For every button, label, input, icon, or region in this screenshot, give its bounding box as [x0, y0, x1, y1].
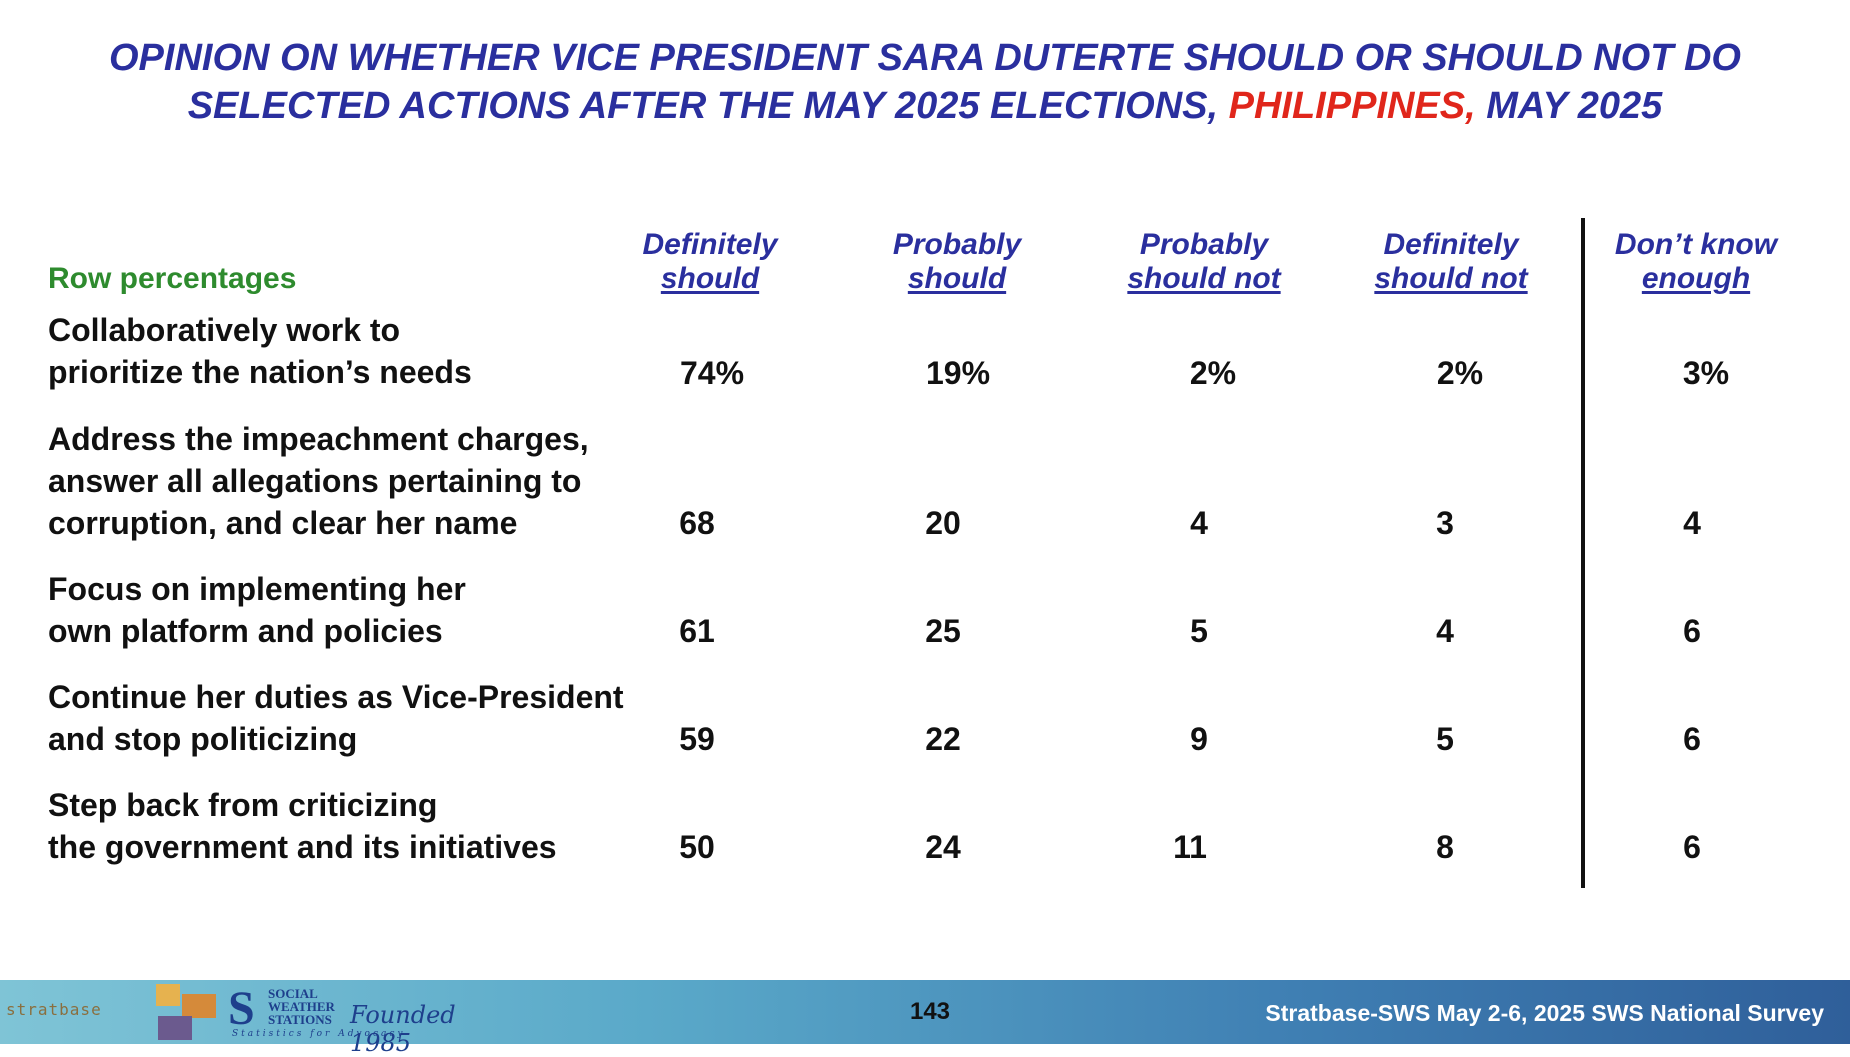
sws-logo: S SOCIAL WEATHER STATIONS Founded 1985 S… [228, 982, 468, 1057]
row-label-line: prioritize the nation’s needs [48, 354, 472, 390]
row-label: Focus on implementing her own platform a… [48, 568, 688, 652]
table-cell: 2% [1189, 355, 1237, 391]
table-cell: 25 [925, 613, 961, 649]
sws-tagline: Statistics for Advocacy [232, 1029, 406, 1039]
column-header-line2: should [660, 262, 760, 295]
table-cell: 6 [1683, 829, 1701, 865]
column-header-line2: should not [1127, 262, 1281, 295]
column-header-probably-should: Probably should [847, 228, 1067, 296]
table-cell: 3 [1436, 505, 1454, 541]
table-cell: 9 [1190, 721, 1208, 757]
column-header-line1: Probably [1139, 228, 1269, 261]
row-label: Collaboratively work to prioritize the n… [48, 309, 688, 393]
footer-bar: stratbase S SOCIAL WEATHER STATIONS Foun… [0, 980, 1850, 1057]
column-header-line1: Probably [892, 228, 1022, 261]
table-cell: 5 [1436, 721, 1454, 757]
stratbase-logo-text: stratbase [6, 1000, 102, 1019]
row-label-line: the government and its initiatives [48, 829, 557, 865]
title-line-2-start: SELECTED ACTIONS AFTER THE MAY 2025 ELEC… [187, 85, 1229, 127]
row-label-line: Focus on implementing her [48, 571, 466, 607]
table-cell: 11 [1173, 829, 1207, 865]
sws-founded-text: Founded 1985 [350, 1001, 456, 1057]
row-label-line: and stop politicizing [48, 721, 358, 757]
title-line-2-end: MAY 2025 [1475, 85, 1663, 127]
table-cell: 68 [679, 505, 715, 541]
row-label-line: Step back from criticizing [48, 787, 438, 823]
title-line-1: OPINION ON WHETHER VICE PRESIDENT SARA D… [109, 37, 1741, 79]
table-cell: 22 [925, 721, 961, 757]
column-header-dont-know-enough: Don’t know enough [1586, 228, 1806, 296]
row-label: Continue her duties as Vice-President an… [48, 676, 688, 760]
row-percentages-label: Row percentages [48, 262, 297, 295]
column-header-line1: Don’t know [1614, 228, 1778, 261]
row-label-line: own platform and policies [48, 613, 443, 649]
column-header-line1: Definitely [642, 228, 778, 261]
row-label: Step back from criticizing the governmen… [48, 784, 688, 868]
row-label-line: Address the impeachment charges, [48, 421, 589, 457]
table-cell: 59 [679, 721, 715, 757]
column-header-line2: enough [1641, 262, 1751, 295]
row-label-line: answer all allegations pertaining to [48, 463, 582, 499]
logo-square-yellow [156, 984, 180, 1006]
page-number: 143 [909, 998, 951, 1025]
row-label: Address the impeachment charges, answer … [48, 418, 688, 544]
table-cell: 20 [925, 505, 961, 541]
sws-logo-line: STATIONS [268, 1012, 332, 1027]
row-label-line: corruption, and clear her name [48, 505, 518, 541]
table-cell: 4 [1436, 613, 1454, 649]
sws-logo-line: WEATHER [268, 999, 335, 1014]
table-cell: 4 [1190, 505, 1208, 541]
row-label-line: Continue her duties as Vice-President [48, 679, 624, 715]
column-header-probably-should-not: Probably should not [1094, 228, 1314, 296]
table-cell: 19% [925, 355, 991, 391]
table-cell: 61 [679, 613, 715, 649]
table-cell: 24 [925, 829, 961, 865]
table-cell: 8 [1436, 829, 1454, 865]
column-divider [1581, 218, 1585, 888]
sws-s-mark-icon: S [228, 982, 255, 1035]
sws-logo-line: SOCIAL [268, 986, 318, 1001]
title-line-2: SELECTED ACTIONS AFTER THE MAY 2025 ELEC… [0, 82, 1850, 130]
row-label-line: Collaboratively work to [48, 312, 401, 348]
slide-title: OPINION ON WHETHER VICE PRESIDENT SARA D… [0, 34, 1850, 130]
column-header-definitely-should-not: Definitely should not [1341, 228, 1561, 296]
stratbase-logo: stratbase [6, 984, 216, 1040]
table-cell: 50 [679, 829, 715, 865]
column-header-line2: should [907, 262, 1007, 295]
logo-square-orange [182, 994, 216, 1018]
sws-logo-lines: SOCIAL WEATHER STATIONS [268, 987, 335, 1026]
table-cell: 3% [1682, 355, 1730, 391]
table-cell: 6 [1683, 613, 1701, 649]
table-cell: 74% [679, 355, 745, 391]
table-cell: 4 [1683, 505, 1701, 541]
table-cell: 6 [1683, 721, 1701, 757]
column-header-definitely-should: Definitely should [600, 228, 820, 296]
column-header-line1: Definitely [1383, 228, 1519, 261]
title-highlight-country: PHILIPPINES, [1228, 85, 1476, 127]
table-cell: 2% [1436, 355, 1484, 391]
table-cell: 5 [1190, 613, 1208, 649]
logo-square-purple [158, 1016, 192, 1040]
column-header-line2: should not [1374, 262, 1528, 295]
source-note: Stratbase-SWS May 2-6, 2025 SWS National… [1265, 1000, 1824, 1026]
